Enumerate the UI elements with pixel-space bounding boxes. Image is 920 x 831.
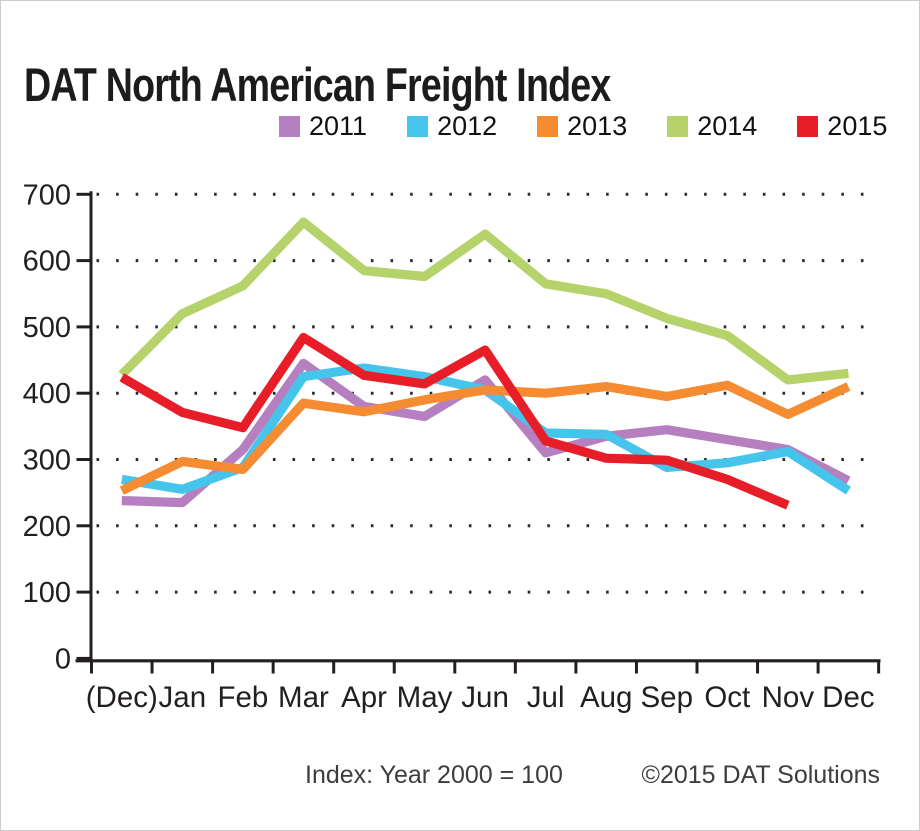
x-axis-label: Jul: [527, 681, 565, 714]
x-axis-label: Jan: [159, 681, 207, 714]
x-axis-label: Feb: [217, 681, 268, 714]
y-axis-label: 100: [23, 577, 71, 609]
x-axis-label: Apr: [341, 681, 387, 714]
axes: 0 100 200 300 400 500 600 700 (Dec) Jan Feb Mar Apr M…: [23, 179, 881, 714]
legend-label-2013: 2013: [567, 111, 628, 141]
legend-label-2014: 2014: [697, 111, 758, 141]
x-axis-label: Sep: [641, 681, 694, 714]
y-axis-label: 300: [23, 445, 71, 477]
x-axis-label: Mar: [278, 681, 329, 714]
x-axis-label: Oct: [704, 681, 750, 714]
series-line-2013: [119, 380, 851, 495]
series-line-2015: [119, 332, 790, 510]
legend-swatch-2013: [537, 116, 559, 137]
x-axis-label: May: [397, 681, 453, 714]
legend-item-2012: 2012: [407, 111, 497, 142]
legend-swatch-2015: [797, 116, 819, 137]
y-axis-label: 0: [55, 643, 71, 675]
chart-legend: 2011 2012 2013 2014 2015: [279, 111, 887, 142]
x-axis-label: (Dec): [86, 681, 158, 714]
y-axis-label: 500: [23, 312, 71, 344]
legend-swatch-2012: [407, 116, 429, 137]
y-axis-label: 400: [23, 378, 71, 410]
legend-item-2011: 2011: [279, 111, 367, 142]
x-axis-label: Jun: [461, 681, 509, 714]
legend-label-2012: 2012: [437, 111, 498, 141]
y-axis-label: 600: [23, 246, 71, 278]
copyright-note: ©2015 DAT Solutions: [641, 761, 880, 789]
x-axis-label: Dec: [822, 681, 874, 714]
y-axis-label: 700: [23, 179, 71, 211]
legend-item-2015: 2015: [797, 111, 887, 142]
series-line-2011: [121, 358, 851, 508]
legend-label-2011: 2011: [309, 111, 368, 141]
legend-item-2014: 2014: [667, 111, 757, 142]
index-note: Index: Year 2000 = 100: [305, 761, 563, 789]
x-axis-label: Nov: [762, 681, 815, 714]
series-line-2014: [118, 217, 849, 385]
legend-item-2013: 2013: [537, 111, 627, 142]
legend-label-2015: 2015: [827, 111, 888, 141]
y-axis-label: 200: [23, 511, 71, 543]
legend-swatch-2011: [279, 116, 300, 137]
x-axis-label: Aug: [580, 681, 633, 714]
page-title: DAT North American Freight Index: [24, 58, 611, 112]
legend-swatch-2014: [667, 116, 689, 137]
